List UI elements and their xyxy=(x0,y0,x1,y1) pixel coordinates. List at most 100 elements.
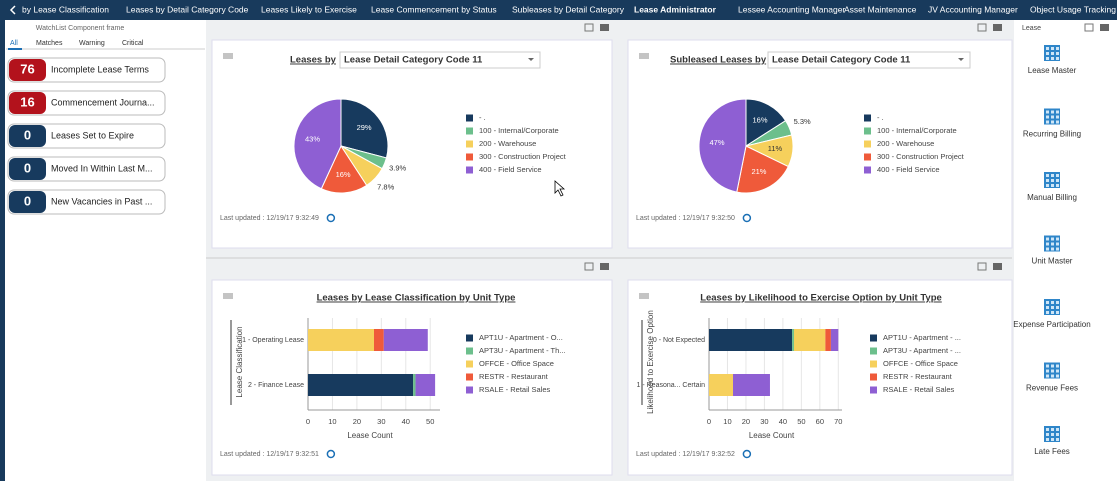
icon-window xyxy=(1051,301,1054,304)
x-tick-label: 50 xyxy=(797,417,805,426)
x-tick-label: 50 xyxy=(426,417,434,426)
app-label[interactable]: Late Fees xyxy=(1034,447,1070,456)
app-label[interactable]: Lease Master xyxy=(1028,66,1077,75)
app-label[interactable]: Unit Master xyxy=(1032,257,1073,266)
icon-window xyxy=(1056,374,1059,378)
x-axis-label: Lease Count xyxy=(347,431,393,440)
icon-window xyxy=(1046,57,1049,60)
legend-label: 400 - Field Service xyxy=(877,165,940,174)
watch-label: Commencement Journa... xyxy=(51,97,155,107)
app-label[interactable]: Recurring Billing xyxy=(1023,130,1081,139)
selector[interactable] xyxy=(767,51,971,69)
settings-icon[interactable] xyxy=(600,263,609,270)
bar-segment xyxy=(413,374,416,396)
tab[interactable]: Leases by Detail Category Code xyxy=(126,4,249,14)
app-label[interactable]: Revenue Fees xyxy=(1026,384,1078,393)
bar-segment xyxy=(792,329,794,351)
maximize-icon[interactable] xyxy=(977,262,987,271)
watch-item[interactable] xyxy=(7,90,166,116)
app-label[interactable]: Expense Participation xyxy=(1013,320,1090,329)
refresh-icon[interactable] xyxy=(326,449,336,459)
selector-text[interactable]: Lease Detail Category Code 11 xyxy=(772,55,911,66)
last-updated: Last updated : 12/19/17 9:32:51 xyxy=(220,451,319,458)
pie-slice xyxy=(320,144,368,194)
tab[interactable]: Subleases by Detail Category xyxy=(512,4,625,14)
watch-item[interactable] xyxy=(7,57,166,83)
refresh-icon[interactable] xyxy=(742,213,752,223)
watch-label: Incomplete Lease Terms xyxy=(51,64,149,74)
cursor xyxy=(554,180,566,197)
legend-label: - . xyxy=(877,113,884,122)
settings-icon[interactable] xyxy=(1100,24,1109,31)
selector[interactable] xyxy=(339,51,541,69)
settings-icon[interactable] xyxy=(600,24,609,31)
tab[interactable]: Object Usage Tracking xyxy=(1030,4,1116,14)
slice-label: 16% xyxy=(752,115,767,124)
selector-arrow xyxy=(958,58,964,61)
watch-item[interactable] xyxy=(7,123,166,149)
filter-tab[interactable]: Critical xyxy=(122,40,144,47)
icon-window xyxy=(1051,433,1054,436)
tab[interactable]: JV Accounting Manager xyxy=(928,4,1018,14)
pie-slice xyxy=(698,98,747,193)
tab-bar xyxy=(0,0,1117,20)
tab[interactable]: Lease Commencement by Status xyxy=(371,4,497,14)
legend-label: APT1U - Apartment - O... xyxy=(479,333,563,342)
pie-slice xyxy=(293,98,342,190)
tab[interactable]: Leases Likely to Exercise xyxy=(261,4,357,14)
x-tick-label: 0 xyxy=(707,417,711,426)
settings-icon[interactable] xyxy=(993,24,1002,31)
watch-item[interactable] xyxy=(7,156,166,182)
icon-window xyxy=(1046,428,1049,431)
filter-tab[interactable]: Warning xyxy=(79,40,105,47)
icon-window xyxy=(1056,52,1059,55)
maximize-icon[interactable] xyxy=(1084,23,1094,32)
icon-window xyxy=(1046,301,1049,304)
count: 76 xyxy=(20,61,34,76)
icon-window xyxy=(1051,428,1054,431)
watch-item[interactable] xyxy=(7,189,166,215)
legend-swatch xyxy=(870,386,877,394)
legend-label: 300 - Construction Project xyxy=(479,152,567,161)
chart-title: Leases by Lease Classification by Unit T… xyxy=(317,293,516,304)
selector-text[interactable]: Lease Detail Category Code 11 xyxy=(344,55,483,66)
icon-window xyxy=(1046,438,1049,441)
legend-label: 100 - Internal/Corporate xyxy=(479,126,559,135)
icon-window xyxy=(1046,433,1049,436)
bar-segment xyxy=(733,374,770,396)
icon-window xyxy=(1051,237,1054,241)
filter-tab[interactable]: All xyxy=(10,40,18,47)
tab[interactable]: Lease Administrator xyxy=(634,4,717,14)
legend-label: APT3U - Apartment - Th... xyxy=(479,346,566,355)
tab[interactable]: Asset Maintenance xyxy=(844,4,917,14)
bar-segment xyxy=(308,329,374,351)
bar-segment xyxy=(709,329,793,351)
legend-label: 400 - Field Service xyxy=(479,165,542,174)
watch-label: Leases Set to Expire xyxy=(51,130,134,140)
settings-icon[interactable] xyxy=(993,263,1002,270)
chart-title: Subleased Leases by xyxy=(670,55,767,66)
maximize-icon[interactable] xyxy=(584,23,594,32)
selector-arrow xyxy=(528,58,534,61)
legend-label: RSALE - Retail Sales xyxy=(883,385,955,394)
tab[interactable]: by Lease Classification xyxy=(22,4,109,14)
bar-segment xyxy=(383,329,428,351)
refresh-icon[interactable] xyxy=(326,213,336,223)
app-label[interactable]: Manual Billing xyxy=(1027,193,1077,202)
pie-slice xyxy=(736,145,789,194)
filter-tab[interactable]: Matches xyxy=(36,40,63,47)
slice-label: 29% xyxy=(357,123,372,132)
legend-swatch xyxy=(870,373,877,381)
refresh-icon[interactable] xyxy=(742,449,752,459)
legend-label: RSALE - Retail Sales xyxy=(479,385,551,394)
back-arrow[interactable] xyxy=(9,5,16,15)
legend-label: APT1U - Apartment - ... xyxy=(883,333,961,342)
maximize-icon[interactable] xyxy=(584,262,594,271)
legend-label: 300 - Construction Project xyxy=(877,152,965,161)
legend-swatch xyxy=(466,166,473,174)
icon-window xyxy=(1056,364,1059,368)
tab[interactable]: Lessee Accounting Manager xyxy=(738,4,845,14)
maximize-icon[interactable] xyxy=(977,23,987,32)
icon-window xyxy=(1056,438,1059,441)
icon-window xyxy=(1056,184,1059,187)
